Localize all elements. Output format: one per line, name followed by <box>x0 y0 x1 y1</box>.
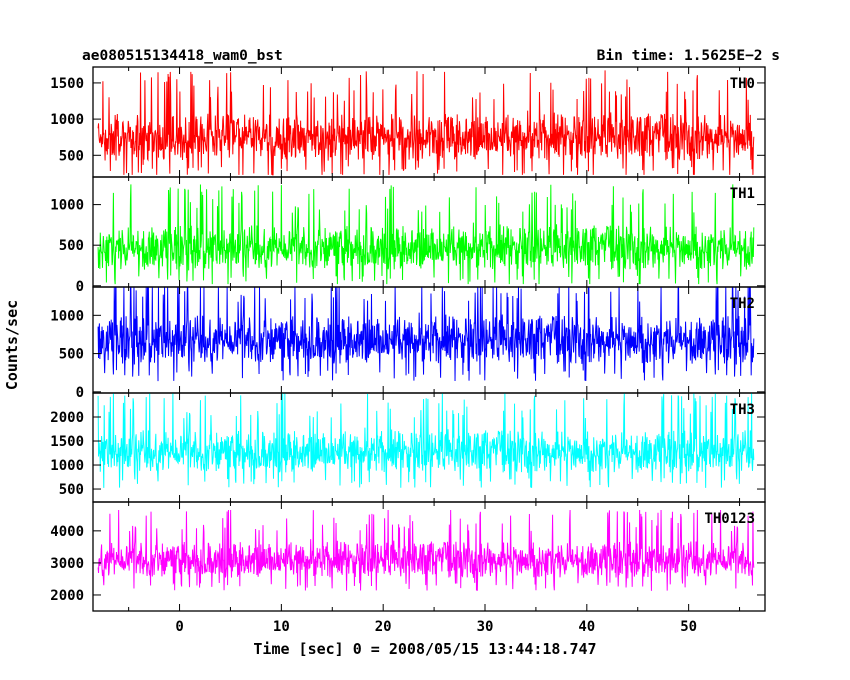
x-tick-label: 50 <box>680 619 697 635</box>
x-tick-label: 20 <box>375 619 392 635</box>
panel-th2: 0 500 1000 TH2 <box>50 286 766 401</box>
panels-group: 500 1000 1500 TH0 0 500 1000 TH1 0 500 1000 TH2 500 1… <box>50 66 766 612</box>
panel-frame <box>92 176 766 288</box>
panel-label-th0: TH0 <box>730 76 755 92</box>
y-axis-label: Counts/sec <box>3 300 21 390</box>
x-axis-label: Time [sec] 0 = 2008/05/15 13:44:18.747 <box>253 640 596 658</box>
y-tick-label: 1500 <box>50 76 84 92</box>
y-tick-label: 1000 <box>50 308 84 324</box>
series-th2-line <box>97 286 755 382</box>
panel-label-th0123: TH0123 <box>704 511 755 527</box>
series-th0123-line <box>97 509 755 591</box>
x-tick-label: 10 <box>273 619 290 635</box>
y-tick-label: 1000 <box>50 458 84 474</box>
y-tick-label: 1000 <box>50 112 84 128</box>
panel-th0123: 2000 3000 4000 TH0123 <box>50 501 766 612</box>
x-tick-labels: 0 10 20 30 40 50 <box>175 619 697 635</box>
panel-label-th2: TH2 <box>730 296 755 312</box>
y-tick-label: 1000 <box>50 198 84 214</box>
y-tick-label: 2000 <box>50 588 84 604</box>
chart-title-left: ae080515134418_wam0_bst <box>82 48 283 64</box>
y-tick-label: 1500 <box>50 434 84 450</box>
x-tick-label: 40 <box>578 619 595 635</box>
series-th3-line <box>97 393 755 488</box>
panel-label-th3: TH3 <box>730 402 755 418</box>
series-th0-line <box>97 70 755 176</box>
y-tick-label: 0 <box>76 279 84 295</box>
y-tick-label: 500 <box>59 482 84 498</box>
panel-th3: 500 1000 1500 2000 TH3 <box>50 392 766 503</box>
y-tick-label: 500 <box>59 347 84 363</box>
x-tick-label: 30 <box>477 619 494 635</box>
y-tick-label: 0 <box>76 385 84 401</box>
panel-label-th1: TH1 <box>730 186 755 202</box>
y-tick-label: 4000 <box>50 524 84 540</box>
bin-time-label: Bin time: 1.5625E−2 s <box>597 48 780 64</box>
panel-th1: 0 500 1000 TH1 <box>50 176 766 295</box>
y-tick-label: 500 <box>59 238 84 254</box>
y-tick-label: 2000 <box>50 410 84 426</box>
y-tick-label: 3000 <box>50 556 84 572</box>
panel-th0: 500 1000 1500 TH0 <box>50 66 766 178</box>
series-th1-line <box>97 184 755 285</box>
y-tick-label: 500 <box>59 148 84 164</box>
x-tick-label: 0 <box>175 619 183 635</box>
panel-frame <box>92 501 766 612</box>
